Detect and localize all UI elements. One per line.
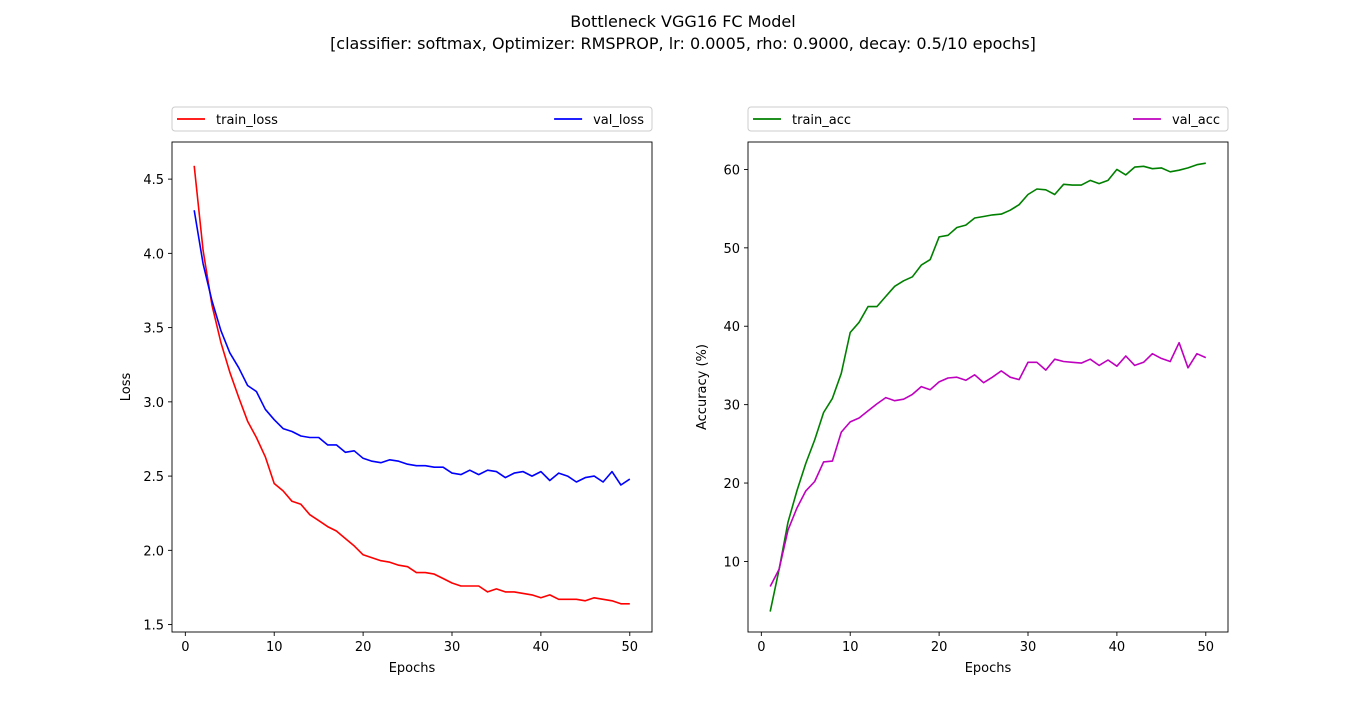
x-tick-label: 50 bbox=[622, 640, 639, 655]
y-axis-label: Accuracy (%) bbox=[695, 344, 710, 430]
series-line-val_loss bbox=[193, 210, 631, 486]
x-tick-label: 30 bbox=[1020, 640, 1037, 655]
y-tick-label: 2.0 bbox=[143, 544, 164, 559]
plot-frame bbox=[747, 141, 1229, 633]
legend-box bbox=[171, 106, 653, 132]
legend-label-train_acc: train_acc bbox=[792, 113, 851, 128]
legend-box bbox=[747, 106, 1229, 132]
x-tick-label: 10 bbox=[266, 640, 283, 655]
figure-subtitle: [classifier: softmax, Optimizer: RMSPROP… bbox=[330, 34, 1036, 53]
legend: train_acc val_acc bbox=[747, 106, 1229, 132]
x-tick-label: 20 bbox=[931, 640, 948, 655]
y-tick-label: 60 bbox=[723, 163, 740, 178]
legend-label-train_loss: train_loss bbox=[216, 113, 278, 128]
y-tick-label: 2.5 bbox=[143, 470, 164, 485]
y-tick-label: 1.5 bbox=[143, 619, 164, 634]
y-tick-label: 20 bbox=[723, 477, 740, 492]
y-tick-label: 4.0 bbox=[143, 247, 164, 262]
x-axis-label: Epochs bbox=[389, 661, 436, 676]
accuracy-chart: 0 10 20 30 40 50 10 20 30 40 50 60 Epochs Accuracy (%… bbox=[695, 106, 1229, 676]
loss-chart: 0 10 20 30 40 50 1.5 2.0 2.5 3.0 3.5 4.0 4.5 Epochs Lo… bbox=[119, 106, 653, 676]
x-tick-label: 30 bbox=[444, 640, 461, 655]
x-tick-label: 20 bbox=[355, 640, 372, 655]
y-tick-label: 3.5 bbox=[143, 322, 164, 337]
y-tick-label: 10 bbox=[723, 555, 740, 570]
legend-label-val_loss: val_loss bbox=[593, 113, 644, 128]
series-line-train_loss bbox=[193, 165, 630, 605]
y-tick-label: 50 bbox=[723, 242, 740, 257]
x-tick-label: 40 bbox=[1109, 640, 1126, 655]
plot-frame bbox=[171, 141, 653, 633]
y-tick-label: 3.0 bbox=[143, 396, 164, 411]
legend-label-val_acc: val_acc bbox=[1172, 113, 1220, 128]
figure-title: Bottleneck VGG16 FC Model bbox=[570, 12, 795, 31]
x-tick-label: 40 bbox=[533, 640, 550, 655]
y-tick-label: 30 bbox=[723, 399, 740, 414]
y-tick-label: 4.5 bbox=[143, 173, 164, 188]
series-line-train_acc bbox=[769, 162, 1206, 612]
y-axis-label: Loss bbox=[119, 373, 134, 402]
series-line-val_acc bbox=[769, 341, 1207, 587]
y-tick-label: 40 bbox=[723, 320, 740, 335]
x-tick-label: 10 bbox=[842, 640, 859, 655]
x-tick-label: 0 bbox=[181, 640, 189, 655]
legend: train_loss val_loss bbox=[171, 106, 653, 132]
x-tick-label: 0 bbox=[757, 640, 765, 655]
x-axis-label: Epochs bbox=[965, 661, 1012, 676]
x-tick-label: 50 bbox=[1198, 640, 1215, 655]
